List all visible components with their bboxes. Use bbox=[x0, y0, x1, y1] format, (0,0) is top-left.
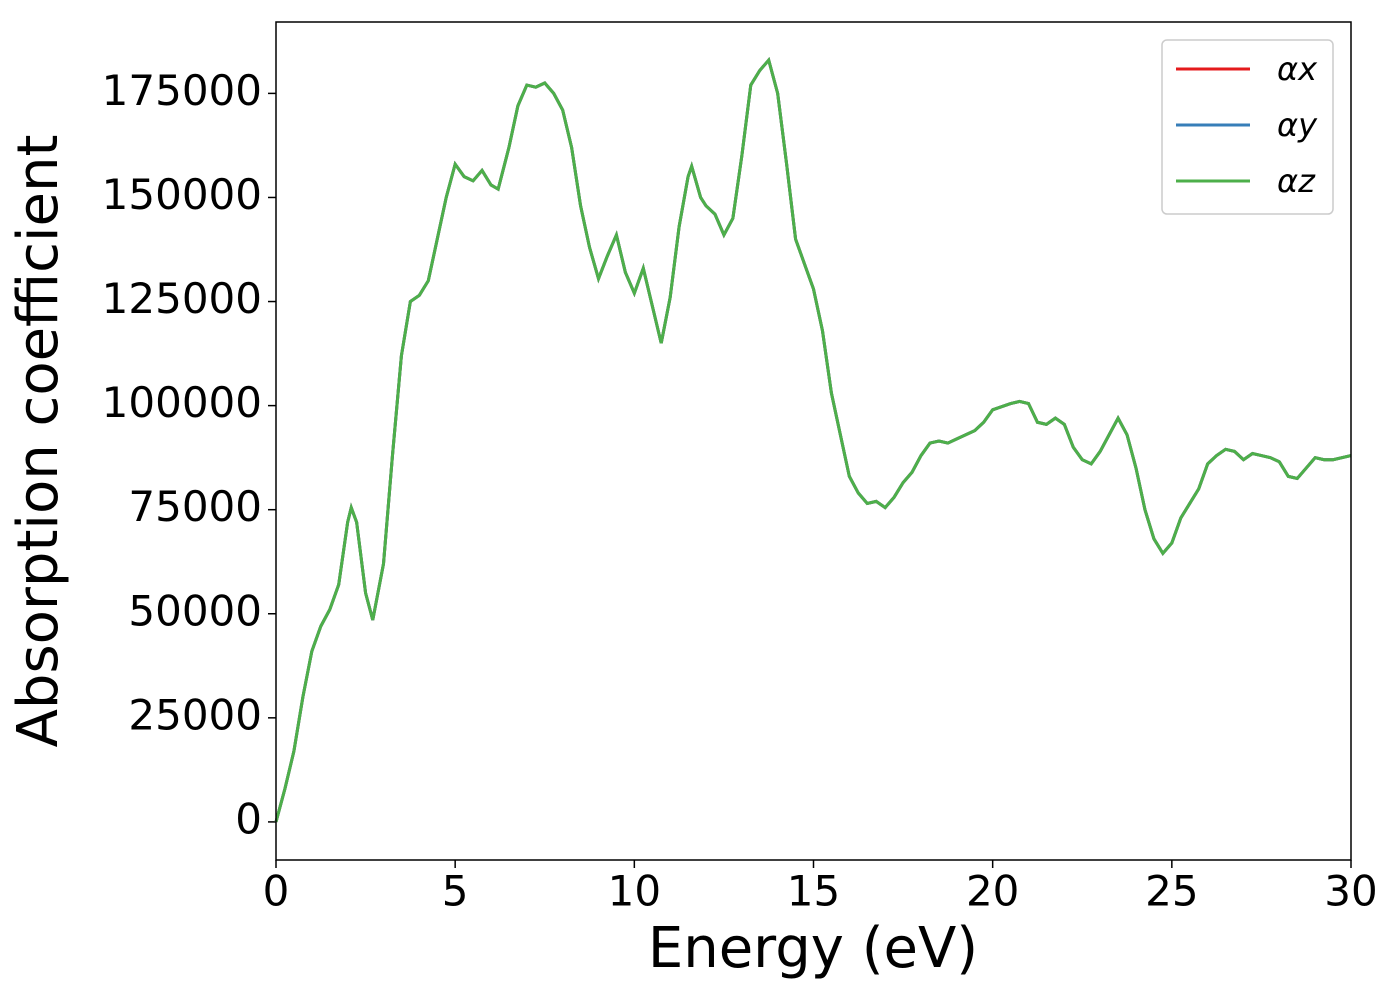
y-tick-label: 100000 bbox=[102, 378, 262, 427]
legend-label: αz bbox=[1277, 162, 1316, 200]
x-tick-label: 20 bbox=[966, 867, 1019, 916]
x-tick-label: 0 bbox=[263, 867, 290, 916]
legend-box bbox=[1161, 39, 1334, 215]
x-tick-label: 5 bbox=[442, 867, 469, 916]
y-tick-label: 0 bbox=[235, 794, 262, 843]
legend-label: αx bbox=[1277, 50, 1318, 88]
x-axis-label: Energy (eV) bbox=[648, 916, 978, 981]
x-tick-label: 25 bbox=[1145, 867, 1198, 916]
x-tick-label: 30 bbox=[1324, 867, 1377, 916]
y-tick-label: 175000 bbox=[102, 66, 262, 115]
plot-frame bbox=[275, 21, 1352, 861]
x-tick-label: 10 bbox=[608, 867, 661, 916]
y-tick-label: 75000 bbox=[128, 482, 262, 531]
y-axis-label: Absorption coefficient bbox=[6, 135, 71, 748]
series-line bbox=[274, 56, 1352, 823]
y-tick-label: 150000 bbox=[102, 170, 262, 219]
legend-label: αy bbox=[1277, 106, 1318, 144]
x-tick-label: 15 bbox=[787, 867, 840, 916]
y-tick-label: 25000 bbox=[128, 690, 262, 739]
y-tick-label: 50000 bbox=[128, 586, 262, 635]
y-tick-label: 125000 bbox=[102, 274, 262, 323]
